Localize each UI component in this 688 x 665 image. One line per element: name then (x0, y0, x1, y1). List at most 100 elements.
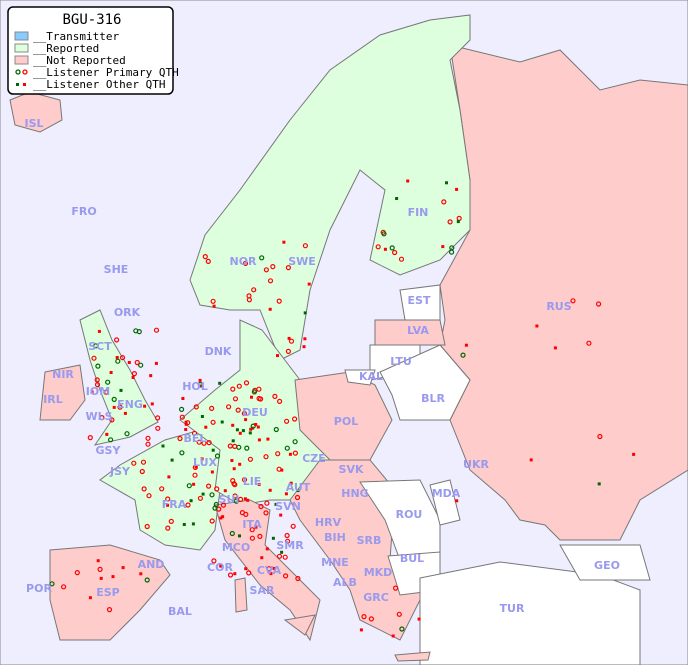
listener-primary-qth-marker (145, 435, 151, 441)
listener-other-qth-marker (553, 346, 557, 350)
country-label-jsy: JSY (109, 465, 131, 478)
listener-other-qth-marker (189, 499, 193, 503)
country-label-sct: SCT (88, 340, 112, 353)
listener-primary-qth-marker (230, 386, 236, 392)
country-label-rou: ROU (396, 508, 423, 521)
listener-primary-qth-marker (368, 616, 374, 622)
listener-other-qth-marker (194, 465, 198, 469)
listener-primary-qth-marker (105, 379, 111, 385)
country-label-irl: IRL (43, 393, 63, 406)
listener-primary-qth-marker (460, 352, 466, 358)
listener-other-qth-marker (131, 376, 135, 379)
listener-primary-qth-marker (144, 577, 150, 583)
listener-primary-qth-marker (131, 460, 137, 466)
listener-primary-qth-marker (232, 396, 239, 402)
listener-other-qth-marker (220, 420, 224, 424)
listener-other-qth-marker (109, 371, 113, 374)
listener-other-qth-marker (184, 420, 188, 424)
listener-primary-qth-marker (292, 439, 298, 445)
listener-primary-qth-marker (49, 581, 55, 587)
country-label-wls: WLS (85, 410, 112, 423)
listener-primary-qth-marker (155, 415, 161, 421)
listener-other-qth-marker (632, 452, 636, 456)
listener-other-qth-marker (464, 343, 468, 347)
listener-primary-qth-marker (226, 404, 232, 410)
country-label-srb: SRB (357, 534, 382, 547)
listener-primary-qth-marker (87, 435, 93, 441)
listener-primary-qth-marker (273, 426, 279, 433)
listener-primary-qth-marker (205, 258, 211, 264)
country-moldova (429, 479, 461, 526)
country-label-hol: HOL (182, 380, 208, 393)
listener-primary-qth-marker (214, 453, 221, 459)
legend-other-qth: __Listener Other QTH (33, 78, 165, 91)
listener-other-qth-marker (456, 220, 460, 224)
legend-swatch-not-reported (14, 55, 29, 65)
listener-primary-qth-marker (165, 496, 171, 502)
listener-primary-qth-marker (294, 494, 301, 501)
country-label-esp: ESP (96, 586, 120, 599)
listener-primary-qth-marker (220, 502, 226, 508)
listener-other-qth-marker (302, 345, 306, 349)
listener-primary-qth-marker (302, 243, 308, 249)
listener-primary-qth-marker (140, 459, 147, 465)
listener-primary-qth-marker (295, 575, 301, 582)
country-label-ltu: LTU (390, 355, 412, 368)
listener-other-qth-marker (288, 452, 292, 456)
listener-primary-qth-marker (177, 435, 183, 442)
listener-other-qth-marker (198, 378, 202, 382)
listener-other-qth-marker (167, 475, 171, 479)
listener-primary-qth-marker (99, 415, 105, 421)
listener-primary-qth-marker (136, 329, 142, 335)
listener-other-qth-marker (244, 567, 248, 571)
listener-primary-qth-marker (146, 493, 152, 499)
listener-primary-qth-marker (263, 510, 269, 516)
country-georgia (559, 544, 651, 581)
country-label-fin: FIN (408, 206, 429, 219)
country-britain (79, 309, 159, 446)
country-label-por: POR (26, 582, 52, 595)
listener-other-qth-marker (212, 304, 216, 308)
legend-swatch-transmitter (14, 31, 29, 41)
listener-primary-qth-marker (375, 244, 381, 250)
country-label-nir: NIR (52, 368, 74, 381)
listener-primary-qth-marker (246, 293, 252, 299)
listener-other-qth-marker (232, 467, 236, 471)
listener-primary-qth-marker (193, 404, 199, 410)
listener-primary-qth-marker (285, 348, 291, 354)
listener-other-qth-marker (184, 422, 188, 426)
listener-other-qth-marker (238, 534, 241, 538)
listener-other-qth-marker (221, 515, 225, 519)
listener-primary-qth-marker (206, 483, 212, 489)
listener-primary-qth-marker (441, 199, 447, 205)
listener-primary-qth-marker (197, 495, 203, 501)
country-label-bal: BAL (168, 605, 192, 618)
listener-other-qth-marker (287, 336, 291, 340)
listener-primary-qth-marker (206, 440, 212, 446)
country-label-and: AND (138, 558, 165, 571)
listener-primary-qth-marker (211, 558, 217, 564)
listener-primary-qth-marker (292, 416, 298, 422)
legend-primary-qth: __Listener Primary QTH (33, 66, 179, 79)
listener-primary-qth-marker (284, 445, 290, 451)
listener-primary-qth-marker (196, 439, 202, 445)
listener-other-qth-marker (200, 457, 204, 461)
listener-other-qth-marker (395, 197, 399, 200)
listener-primary-qth-marker (243, 511, 249, 518)
listener-other-qth-marker (241, 429, 245, 433)
listener-other-qth-marker (391, 634, 395, 638)
legend-primary-red-icon (22, 69, 28, 75)
country-turkey (419, 561, 641, 665)
listener-other-qth-marker (254, 525, 258, 529)
listener-other-qth-marker (260, 556, 264, 560)
listener-primary-qth-marker (74, 569, 80, 576)
country-label-svn: SVN (275, 500, 301, 513)
listener-primary-qth-marker (266, 566, 272, 572)
listener-primary-qth-marker (232, 443, 238, 449)
country-label-gsy: GSY (96, 444, 122, 457)
country-label-kal: KAL (359, 370, 383, 383)
listener-primary-qth-marker (155, 425, 161, 431)
listener-primary-qth-marker (250, 423, 256, 429)
listener-primary-qth-marker (214, 486, 220, 492)
listener-primary-qth-marker (399, 626, 405, 632)
